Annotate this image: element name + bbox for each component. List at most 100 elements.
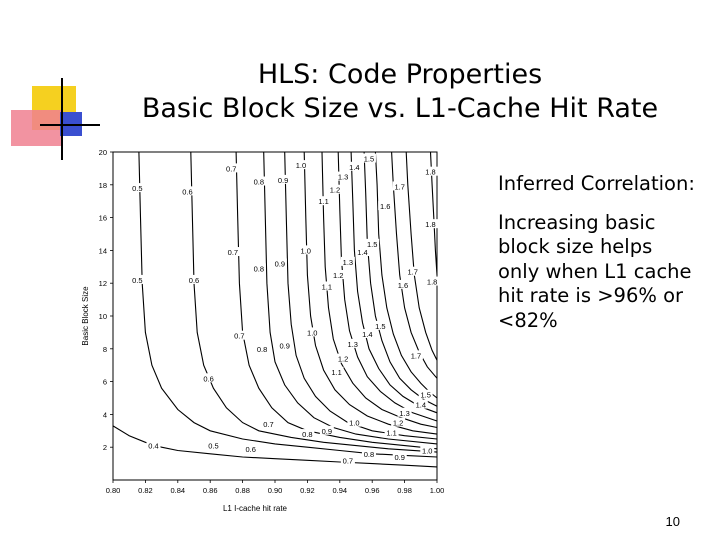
contour-label-1.0: 1.0	[301, 246, 311, 255]
contour-label-1.4: 1.4	[362, 330, 372, 339]
y-tick-label: 12	[99, 279, 107, 288]
contour-label-bg	[251, 263, 266, 273]
contour-label-1.1: 1.1	[322, 282, 332, 291]
contour-line-0.8	[263, 151, 438, 445]
contour-label-0.6: 0.6	[189, 276, 199, 285]
contour-label-bg	[365, 238, 380, 248]
x-tick-label: 0.82	[138, 486, 153, 495]
contour-label-0.6: 0.6	[245, 445, 255, 454]
contour-label-bg	[355, 247, 370, 257]
contour-label-1.6: 1.6	[398, 281, 408, 290]
contour-line-1.5	[374, 151, 438, 399]
x-tick-label: 0.86	[203, 486, 218, 495]
contour-label-1.3: 1.3	[399, 409, 409, 418]
contour-label-1.8: 1.8	[427, 278, 437, 287]
x-tick-label: 0.80	[106, 486, 121, 495]
contour-label-0.7: 0.7	[226, 164, 236, 173]
contour-label-bg	[180, 186, 195, 196]
contour-line-0.7	[235, 151, 438, 450]
contour-label-bg	[272, 258, 287, 268]
contour-label-bg	[405, 266, 420, 276]
contour-label-0.6: 0.6	[182, 187, 192, 196]
x-axis-label: L1 I-cache hit rate	[223, 504, 288, 513]
side-text: Inferred Correlation: Increasing basic b…	[498, 172, 698, 347]
contour-label-0.7: 0.7	[343, 456, 353, 465]
contour-label-bg	[392, 181, 407, 191]
contour-label-1.4: 1.4	[349, 163, 359, 172]
contour-label-bg	[336, 171, 351, 181]
y-tick-label: 2	[103, 443, 107, 452]
contour-label-1.0: 1.0	[307, 328, 317, 337]
contour-label-bg	[225, 247, 240, 257]
contour-line-1.2	[337, 151, 438, 422]
contour-label-0.5: 0.5	[132, 184, 142, 193]
contour-label-1.1: 1.1	[386, 428, 396, 437]
contour-label-0.9: 0.9	[280, 342, 290, 351]
contour-label-bg	[277, 340, 292, 350]
contour-label-1.2: 1.2	[330, 186, 340, 195]
contour-label-bg	[392, 452, 407, 462]
contour-label-bg	[395, 279, 410, 289]
contour-label-bg	[423, 166, 438, 176]
contour-label-bg	[331, 270, 346, 279]
y-tick-label: 8	[103, 345, 107, 354]
contour-label-bg	[224, 163, 239, 173]
deco-horizontal-line	[40, 124, 100, 126]
contour-label-0.8: 0.8	[254, 178, 264, 187]
contour-label-bg	[276, 174, 291, 184]
contour-label-0.8: 0.8	[257, 345, 267, 354]
contour-line-1.4	[363, 151, 438, 407]
x-tick-label: 0.84	[170, 486, 185, 495]
contour-label-0.8: 0.8	[254, 264, 264, 273]
contour-label-1.3: 1.3	[348, 340, 358, 349]
contour-label-bg	[206, 440, 221, 450]
x-tick-label: 0.92	[300, 486, 315, 495]
contour-label-0.7: 0.7	[228, 248, 238, 257]
contour-label-bg	[130, 183, 145, 193]
contour-label-1.2: 1.2	[338, 355, 348, 364]
contour-label-1.7: 1.7	[395, 182, 405, 191]
x-tick-label: 0.94	[332, 486, 347, 495]
y-axis-label: Basic Block Size	[81, 286, 90, 346]
deco-vertical-line	[61, 78, 63, 160]
x-tick-label: 1.00	[430, 486, 445, 495]
contour-label-bg	[187, 274, 201, 284]
y-tick-label: 4	[103, 410, 107, 419]
contour-label-0.7: 0.7	[234, 332, 244, 341]
y-tick-label: 6	[103, 378, 107, 387]
title-line-2: Basic Block Size vs. L1-Cache Hit Rate	[141, 93, 659, 124]
contour-label-bg	[316, 196, 331, 206]
contour-label-bg	[420, 445, 435, 455]
contour-label-bg	[360, 329, 375, 339]
contour-label-bg	[243, 443, 258, 453]
contour-label-bg	[319, 425, 334, 435]
x-tick-label: 0.90	[268, 486, 283, 495]
contour-label-bg	[361, 153, 376, 163]
contour-line-1.7	[405, 151, 438, 361]
contour-label-0.9: 0.9	[322, 427, 332, 436]
contour-label-1.7: 1.7	[411, 351, 421, 360]
contour-label-bg	[251, 176, 266, 186]
contour-label-0.5: 0.5	[132, 276, 142, 285]
deco-red-block	[11, 110, 61, 146]
contour-label-bg	[130, 274, 145, 284]
contour-label-bg	[232, 330, 247, 340]
contour-label-bg	[425, 276, 440, 286]
contour-line-0.9	[284, 151, 438, 440]
contour-label-1.3: 1.3	[338, 173, 348, 182]
contour-label-0.7: 0.7	[263, 420, 273, 429]
contour-line-0.5	[138, 151, 438, 458]
contour-label-0.8: 0.8	[364, 450, 374, 459]
contour-label-1.2: 1.2	[333, 271, 343, 280]
contour-line-1.6	[391, 151, 438, 379]
contour-label-0.9: 0.9	[395, 453, 405, 462]
contour-label-bg	[305, 327, 320, 337]
contour-label-1.5: 1.5	[364, 155, 374, 164]
contour-label-bg	[423, 219, 438, 229]
contour-label-1.5: 1.5	[420, 391, 430, 400]
page-title: HLS: Code Properties Basic Block Size vs…	[100, 58, 700, 126]
contour-label-1.6: 1.6	[380, 202, 390, 211]
contour-label-bg	[408, 350, 423, 360]
page-number: 10	[665, 514, 680, 529]
contour-label-1.0: 1.0	[349, 419, 359, 428]
